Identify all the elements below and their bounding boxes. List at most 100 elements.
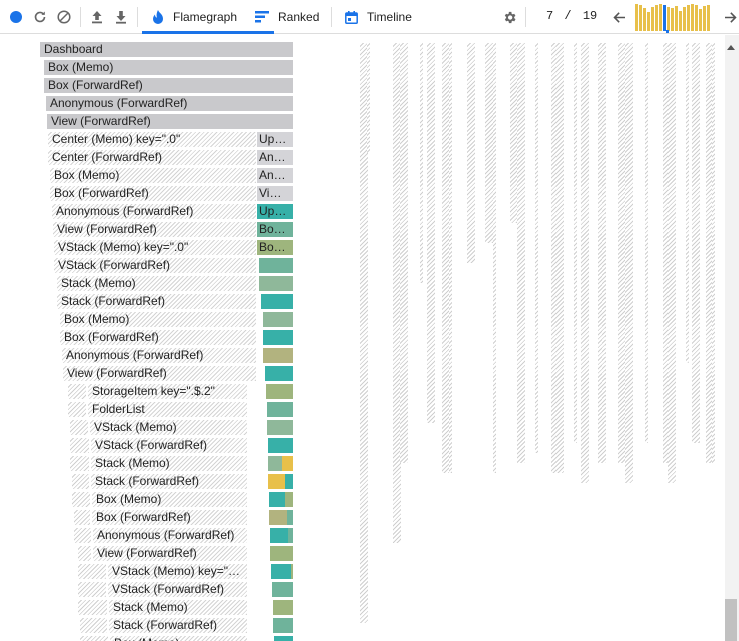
scrollbar[interactable] [725,35,739,641]
previous-commit-button[interactable] [609,7,629,27]
flame-node[interactable]: An… [257,168,293,183]
flame-node[interactable]: StorageItem key=".$.2" [88,384,247,399]
commit-bar[interactable] [679,11,682,31]
flame-node[interactable]: Up… [257,132,293,147]
flame-node[interactable]: VStack (Memo) key="… [108,564,247,579]
scroll-up-arrow[interactable] [727,45,735,50]
flame-node[interactable] [289,546,293,561]
flame-node[interactable]: Box (ForwardRef) [50,186,256,201]
flame-node[interactable] [285,474,293,489]
flame-node[interactable]: Center (Memo) key=".0" [48,132,256,147]
flame-node[interactable] [273,600,293,615]
flame-node[interactable]: Anonymous (ForwardRef) [93,528,247,543]
flame-node[interactable]: Anonymous (ForwardRef) [46,96,293,111]
commit-bar[interactable] [639,5,642,31]
flamegraph-chart[interactable]: Dashboard Box (Memo) Box (ForwardRef) Anony… [0,35,725,641]
flame-node[interactable]: Stack (Memo) [91,456,247,471]
flame-node[interactable]: Stack (Memo) [57,276,256,291]
clear-button[interactable] [54,7,74,27]
flame-node[interactable]: VStack (ForwardRef) [108,582,247,597]
flame-node[interactable] [288,528,293,543]
commit-bar[interactable] [635,4,638,31]
flame-node[interactable]: View (ForwardRef) [47,114,293,129]
flame-node[interactable]: FolderList [88,402,247,417]
flame-node[interactable]: Anonymous (ForwardRef) [52,204,256,219]
flame-node[interactable] [282,456,293,471]
flame-node[interactable]: Box (ForwardRef) [60,330,256,345]
commit-bar[interactable] [683,7,686,31]
flame-node[interactable] [259,276,293,291]
commit-bar[interactable] [643,8,646,31]
flame-node[interactable]: Stack (ForwardRef) [91,474,247,489]
reload-button[interactable] [30,7,50,27]
flame-node[interactable] [272,582,293,597]
flame-node[interactable]: Box (Memo) [92,492,247,507]
commit-bar[interactable] [699,9,702,31]
commit-bar[interactable] [663,5,666,31]
tab-timeline[interactable]: Timeline [345,0,412,34]
flame-node[interactable] [263,312,293,327]
flame-node[interactable]: View (ForwardRef) [93,546,247,561]
next-commit-button[interactable] [720,7,739,27]
flame-node[interactable]: Anonymous (ForwardRef) [62,348,256,363]
commit-bar[interactable] [655,5,658,31]
commit-bar[interactable] [659,4,662,31]
flame-node[interactable]: Stack (ForwardRef) [109,618,247,633]
commit-bar[interactable] [691,4,694,31]
flame-node[interactable]: Vi… [257,186,293,201]
commit-bar[interactable] [703,6,706,31]
flame-node[interactable]: View (ForwardRef) [53,222,256,237]
flame-node[interactable] [266,384,293,399]
settings-button[interactable] [499,7,519,27]
flame-node[interactable] [291,564,293,579]
flame-node[interactable]: Box (ForwardRef) [92,510,247,525]
flame-node[interactable] [270,528,293,543]
flame-node[interactable] [259,258,293,273]
flame-node[interactable]: Dashboard [40,42,293,57]
flame-node[interactable] [282,438,293,453]
flame-node[interactable] [270,546,293,561]
flame-node[interactable]: VStack (Memo) key=".0" [54,240,256,255]
flame-node[interactable] [265,366,293,381]
flame-node[interactable]: Stack (ForwardRef) [57,294,256,309]
flame-node[interactable] [263,348,293,363]
commit-bar[interactable] [667,7,670,31]
commit-bar[interactable] [675,6,678,31]
flame-node[interactable] [261,294,293,309]
record-button[interactable] [6,7,26,27]
commit-bar[interactable] [647,12,650,31]
commit-bar[interactable] [651,7,654,31]
tab-flamegraph[interactable]: Flamegraph [142,0,274,34]
save-profile-button[interactable] [111,7,131,27]
flame-node[interactable] [285,492,293,507]
flame-node[interactable] [267,420,293,435]
commit-selector[interactable] [634,3,710,31]
flame-node[interactable] [287,510,293,525]
flame-node[interactable]: Center (ForwardRef) [48,150,256,165]
flame-node[interactable]: An… [257,150,293,165]
flame-node[interactable]: Bo… [257,240,293,255]
flame-node[interactable]: Stack (Memo) [109,600,247,615]
flame-node[interactable]: Box (Memo) [50,168,256,183]
flame-node[interactable]: Box (Memo) [60,312,256,327]
scrollbar-thumb[interactable] [725,599,737,641]
flame-node[interactable]: View (ForwardRef) [63,366,256,381]
commit-bar[interactable] [687,5,690,31]
flame-node[interactable]: Up… [257,204,293,219]
flame-node[interactable] [274,636,293,641]
flame-node[interactable] [271,564,293,579]
commit-bar[interactable] [695,5,698,31]
tab-ranked[interactable]: Ranked [255,0,319,34]
flame-node[interactable]: Bo… [257,222,293,237]
load-profile-button[interactable] [87,7,107,27]
flame-node[interactable]: Box (ForwardRef) [44,78,293,93]
flame-node[interactable]: Box (Memo) [110,636,247,641]
flame-node[interactable]: Box (Memo) [44,60,293,75]
flame-node[interactable] [267,402,293,417]
flame-node[interactable]: VStack (ForwardRef) [91,438,247,453]
flame-node[interactable]: VStack (Memo) [90,420,247,435]
flame-node[interactable] [273,618,293,633]
flame-node[interactable]: VStack (ForwardRef) [54,258,256,273]
commit-bar[interactable] [707,5,710,31]
flame-node[interactable] [263,330,293,345]
